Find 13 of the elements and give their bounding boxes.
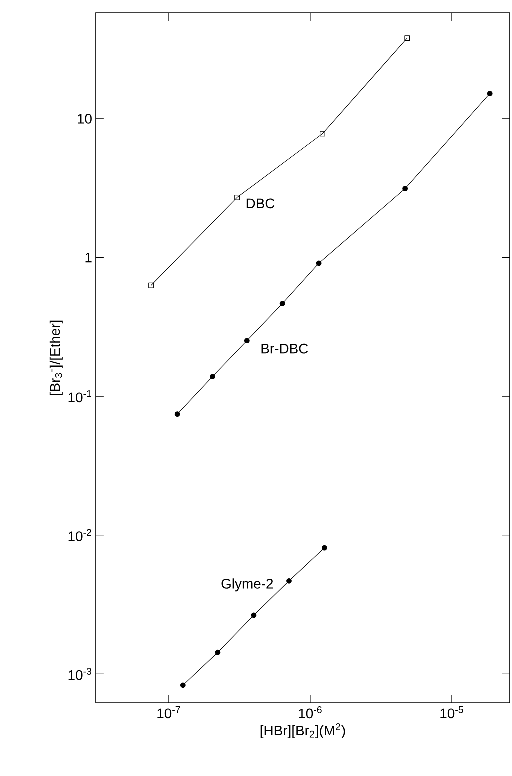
y-tick-label: 10$^{-2}$ <box>68 529 92 542</box>
y-axis-title: [Br$_{3}$$^{-}$]/[Ether] <box>50 320 63 396</box>
y-tick-label: 10$^{-3}$ <box>68 668 92 680</box>
x-axis-title: [HBr][Br$_{2}$](M$^{2}$) <box>260 724 346 738</box>
x-tick-label: 10$^{-7}$ <box>158 706 180 719</box>
x-tick-label: 10$^{-6}$ <box>299 706 322 719</box>
y-tick-label: 10 <box>78 114 92 124</box>
y-tick-label: 10$^{-1}$ <box>68 390 92 403</box>
y-tick-label: 1 <box>86 252 92 263</box>
series-label: DBC <box>246 198 275 209</box>
x-tick-label: 10$^{-5}$ <box>440 706 464 719</box>
series-label: Br-DBC <box>262 344 308 354</box>
series-label: Glyme-2 <box>222 578 274 592</box>
